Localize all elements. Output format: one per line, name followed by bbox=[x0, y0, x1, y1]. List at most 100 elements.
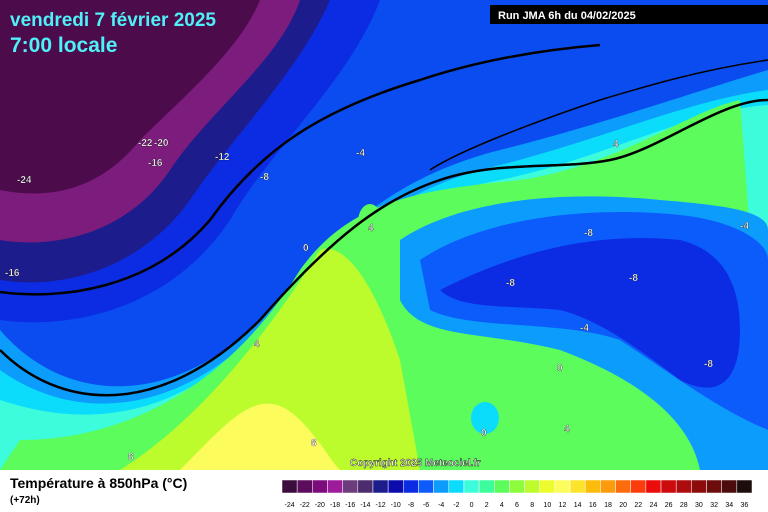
field-band bbox=[120, 248, 420, 470]
scale-swatch bbox=[418, 479, 434, 494]
contour-label: 4 bbox=[254, 339, 260, 350]
scale-label: -6 bbox=[423, 502, 429, 509]
field-band bbox=[471, 402, 499, 434]
scale-swatch bbox=[721, 479, 738, 494]
contour-label: 0 bbox=[557, 363, 563, 374]
contour-label: -4 bbox=[356, 148, 365, 159]
scale-swatch bbox=[509, 479, 525, 494]
field-band bbox=[358, 204, 382, 240]
contour-label: -4 bbox=[580, 323, 589, 334]
scale-swatch bbox=[539, 479, 556, 494]
scale-swatch bbox=[706, 479, 722, 494]
scale-swatch bbox=[448, 479, 465, 494]
scale-label: -12 bbox=[375, 502, 385, 509]
contour-label: -8 bbox=[584, 228, 593, 239]
scale-swatch bbox=[660, 479, 677, 494]
scale-label: -22 bbox=[300, 502, 310, 509]
scale-label: 22 bbox=[634, 502, 642, 509]
run-info: Run JMA 6h du 04/02/2025 bbox=[498, 10, 636, 22]
contour-line bbox=[429, 59, 768, 171]
contour-label: 4 bbox=[613, 139, 619, 150]
contour-label: -22 bbox=[138, 138, 153, 149]
scale-label: -10 bbox=[391, 502, 401, 509]
scale-swatch bbox=[478, 479, 495, 494]
color-scale: -24 -22 -20 -18 -16 -14 -12 -10 -8 -6 -4 -2 0 2 4 6 8 10 1… bbox=[281, 479, 753, 509]
scale-swatch bbox=[645, 479, 662, 494]
scale-label: 26 bbox=[665, 502, 673, 509]
legend-title: Température à 850hPa (°C) bbox=[10, 475, 187, 491]
scale-swatch bbox=[357, 479, 374, 494]
scale-label: -20 bbox=[315, 502, 325, 509]
scale-label: -16 bbox=[345, 502, 355, 509]
copyright: Copyright 2025 Meteociel.fr bbox=[350, 458, 481, 469]
scale-swatch bbox=[691, 479, 707, 494]
contour-label: 8 bbox=[311, 438, 317, 449]
scale-swatch bbox=[569, 479, 586, 494]
scale-swatch bbox=[387, 479, 404, 494]
scale-swatch bbox=[463, 479, 480, 494]
scale-label: -18 bbox=[330, 502, 340, 509]
contour-label: -8 bbox=[260, 172, 269, 183]
scale-label: 24 bbox=[650, 502, 658, 509]
scale-swatch bbox=[281, 479, 298, 494]
field-band bbox=[0, 100, 768, 470]
contour-label: 0 bbox=[481, 428, 487, 439]
scale-label: -2 bbox=[453, 502, 459, 509]
scale-label: 12 bbox=[559, 502, 567, 509]
scale-label: 36 bbox=[741, 502, 749, 509]
scale-swatch bbox=[524, 479, 540, 494]
scale-label: 2 bbox=[485, 502, 489, 509]
run-box bbox=[490, 5, 768, 24]
scale-label: 32 bbox=[710, 502, 718, 509]
scale-label: 34 bbox=[725, 502, 733, 509]
contour-label: -16 bbox=[5, 268, 20, 279]
scale-swatch bbox=[675, 479, 692, 494]
scale-swatch bbox=[327, 479, 343, 494]
scale-swatch bbox=[630, 479, 647, 494]
scale-swatch bbox=[312, 479, 328, 494]
scale-label: 30 bbox=[695, 502, 703, 509]
legend-subtitle: (+72h) bbox=[10, 495, 40, 506]
contour-labels: -22 -20 -16 -24 -12 -8 -4 -16 0 4 4 8 8 4 -8 -8 -8 -4 -4 0 0… bbox=[5, 138, 750, 463]
contour-label: -8 bbox=[629, 273, 638, 284]
scale-label: 8 bbox=[530, 502, 534, 509]
contour-label: -12 bbox=[215, 152, 230, 163]
scale-swatch bbox=[736, 479, 753, 494]
scale-swatch bbox=[584, 479, 601, 494]
scale-swatch bbox=[494, 479, 510, 494]
time: 7:00 locale bbox=[10, 34, 117, 57]
field-band bbox=[180, 403, 340, 470]
contour-label: 4 bbox=[368, 223, 374, 234]
scale-label: 28 bbox=[680, 502, 688, 509]
scale-label: -4 bbox=[438, 502, 444, 509]
contour-label: -24 bbox=[17, 175, 32, 186]
scale-label: 16 bbox=[589, 502, 597, 509]
field-band bbox=[440, 238, 740, 388]
scale-label: 4 bbox=[500, 502, 504, 509]
contour-label: 8 bbox=[128, 452, 134, 463]
scale-label: -14 bbox=[360, 502, 370, 509]
scale-label: 10 bbox=[543, 502, 551, 509]
scale-label: 20 bbox=[619, 502, 627, 509]
contour-label: -4 bbox=[740, 221, 749, 232]
contour-label: 4 bbox=[564, 424, 570, 435]
contour-line bbox=[0, 43, 601, 296]
scale-swatch bbox=[615, 479, 631, 494]
scale-swatch bbox=[403, 479, 419, 494]
scale-swatch bbox=[554, 479, 571, 494]
scale-label: 14 bbox=[574, 502, 582, 509]
scale-swatch bbox=[372, 479, 389, 494]
scale-label: 0 bbox=[470, 502, 474, 509]
scale-swatch bbox=[342, 479, 359, 494]
contour-label: -8 bbox=[506, 278, 515, 289]
scale-label: -8 bbox=[408, 502, 414, 509]
map: Run JMA 6h du 04/02/2025 vendredi 7 févr… bbox=[0, 0, 768, 471]
scale-label: 6 bbox=[515, 502, 519, 509]
field-band bbox=[0, 0, 260, 194]
scale-label: 18 bbox=[604, 502, 612, 509]
contour-line bbox=[0, 98, 768, 397]
contour-label: -8 bbox=[704, 359, 713, 370]
scale-swatch bbox=[600, 479, 616, 494]
scale-swatch bbox=[433, 479, 450, 494]
